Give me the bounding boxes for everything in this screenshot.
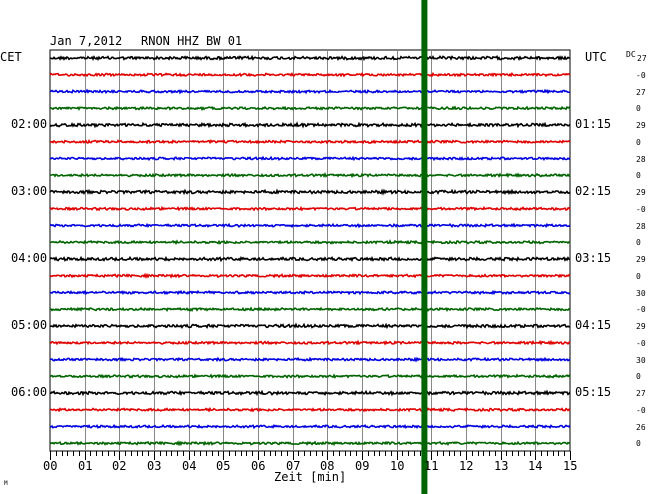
right-time-label: 05:15 — [575, 385, 612, 399]
trace-line — [49, 172, 571, 179]
x-tick-label: 03 — [147, 459, 162, 473]
trace-line — [49, 306, 571, 312]
left-time-label: 03:00 — [11, 184, 48, 198]
dc-offset-value: 29 — [636, 188, 646, 197]
dc-offset-value: 0 — [636, 238, 641, 248]
dc-offset-value: 0 — [636, 137, 641, 147]
trace-line — [49, 138, 571, 145]
dc-offset-value: -0 — [636, 338, 646, 348]
dc-offset-value: 30 — [636, 288, 646, 298]
x-tick-label: 11 — [424, 459, 439, 473]
trace-line — [49, 255, 571, 263]
trace-line — [49, 188, 571, 196]
trace-line — [49, 239, 571, 246]
dc-offset-value: 0 — [636, 104, 641, 114]
right-time-label: 01:15 — [575, 117, 612, 131]
right-time-label: 04:15 — [575, 318, 612, 332]
left-time-label: 02:00 — [11, 117, 48, 131]
dc-offset-value: 28 — [636, 221, 646, 231]
grid-lines — [49, 49, 571, 452]
x-axis — [50, 451, 571, 460]
x-tick-label: 07 — [286, 459, 301, 473]
right-timezone-label: UTC — [585, 50, 607, 64]
dc-offset-value: 27 — [636, 87, 646, 97]
event-marker-line — [421, 0, 428, 494]
x-tick-label: 12 — [459, 459, 474, 473]
x-tick-label: 01 — [78, 459, 93, 473]
left-time-label: 06:00 — [11, 385, 48, 399]
x-tick-label: 14 — [528, 459, 543, 473]
dc-offset-value: 0 — [636, 372, 641, 382]
trace-line — [49, 222, 571, 229]
x-tick-label: 00 — [43, 459, 58, 473]
dc-offset-value: -0 — [636, 405, 646, 415]
chart-date: Jan 7,2012 — [50, 34, 123, 48]
trace-line — [49, 105, 571, 112]
x-tick-label: 05 — [216, 459, 231, 473]
right-time-label: 02:15 — [575, 184, 612, 198]
trace-line — [49, 155, 571, 162]
dc-offset-value: 29 — [636, 322, 646, 331]
dc-offset-value: 29 — [636, 121, 646, 130]
x-tick-label: 13 — [494, 459, 509, 473]
dc-label: DC — [626, 50, 636, 59]
trace-line — [49, 272, 571, 280]
trace-line — [49, 373, 571, 379]
dc-offset-value: -0 — [636, 305, 646, 315]
trace-line — [49, 423, 571, 430]
trace-line — [49, 121, 571, 129]
dc-offset-value: 0 — [636, 271, 641, 281]
trace-line — [49, 322, 571, 330]
dc-offset-value: 29 — [636, 255, 646, 264]
dc-offset-value: 0 — [636, 171, 641, 181]
x-tick-label: 06 — [251, 459, 266, 473]
dc-offset-value: 30 — [636, 355, 646, 365]
x-tick-label: 15 — [563, 459, 578, 473]
x-tick-label: 09 — [355, 459, 370, 473]
right-time-label: 03:15 — [575, 251, 612, 265]
left-time-label: 04:00 — [11, 251, 48, 265]
trace-line — [49, 71, 571, 78]
trace-line — [49, 440, 571, 447]
trace-line — [49, 88, 571, 95]
trace-line — [49, 406, 571, 413]
x-tick-label: 08 — [320, 459, 335, 473]
dc-offset-value: 26 — [636, 422, 646, 432]
chart-station: RNON HHZ BW 01 — [141, 34, 243, 48]
trace-line — [49, 54, 571, 62]
dc-offset-value: 27 — [636, 389, 646, 398]
dc-offset-value: -0 — [636, 70, 646, 80]
trace-line — [49, 289, 571, 296]
x-tick-label: 04 — [182, 459, 197, 473]
x-tick-label: 02 — [112, 459, 127, 473]
trace-line — [49, 389, 571, 397]
event-marker — [421, 0, 428, 494]
corner-mark: M — [4, 480, 8, 487]
trace-line — [49, 356, 571, 363]
dc-offset-value: -0 — [636, 204, 646, 214]
trace-line — [49, 339, 571, 346]
x-axis-label: Zeit [min] — [274, 470, 347, 484]
trace-line — [49, 205, 571, 212]
seismic-traces — [49, 54, 571, 447]
plot-frame — [49, 49, 571, 452]
left-timezone-label: CET — [0, 50, 22, 64]
dc-offset-value: 27 — [637, 54, 647, 63]
left-time-label: 05:00 — [11, 318, 48, 332]
x-tick-label: 10 — [390, 459, 405, 473]
dc-offset-value: 0 — [636, 439, 641, 449]
dc-offset-value: 28 — [636, 154, 646, 164]
